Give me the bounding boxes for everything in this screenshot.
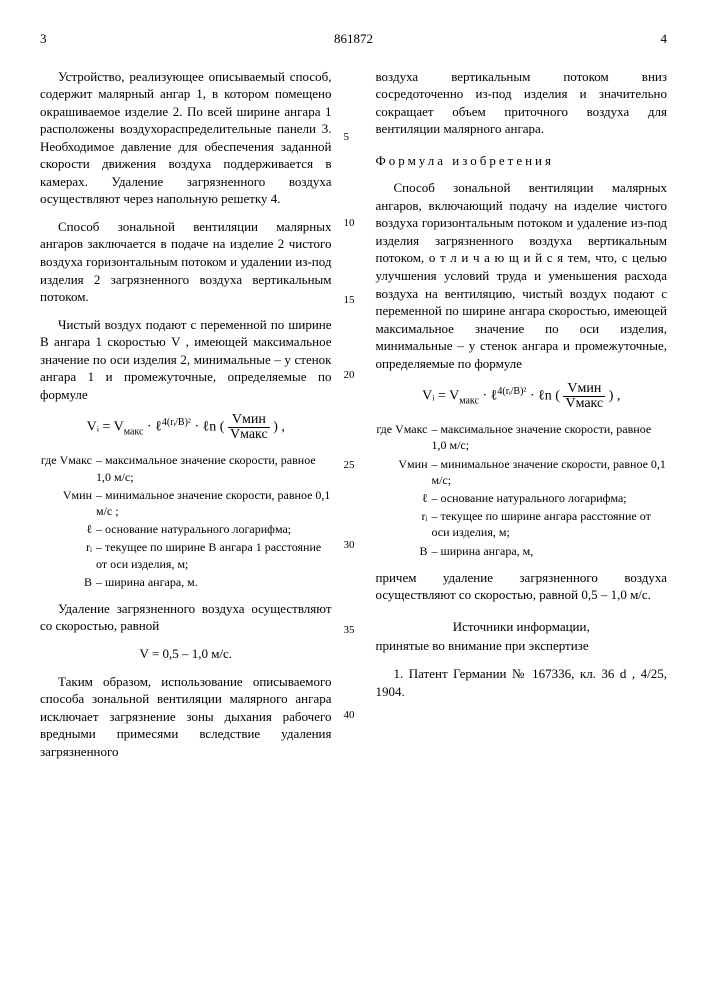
right-para-2: Способ зональной вентиляции малярных анг… <box>376 179 668 372</box>
claim-title: Формула изобретения <box>376 152 668 170</box>
left-para-3: Чистый воздух подают с переменной по шир… <box>40 316 332 404</box>
left-para-4: Удаление загрязненного воздуха осуществл… <box>40 600 332 635</box>
right-formula: Vᵢ = Vмакс · ℓ4(rᵢ/B)² · ℓn ( Vмин Vмакс… <box>376 382 668 411</box>
line-15: 15 <box>344 293 355 308</box>
left-column: Устройство, реализующее описываемый спос… <box>40 68 332 771</box>
left-para-1: Устройство, реализующее описываемый спос… <box>40 68 332 208</box>
page-num-right: 4 <box>661 30 668 48</box>
source-1: 1. Патент Германии № 167336, кл. 36 d , … <box>376 665 668 700</box>
line-20: 20 <box>344 368 355 383</box>
right-para-1: воздуха вертикальным потоком вниз сосред… <box>376 68 668 138</box>
left-para-5: Таким образом, использование описываемог… <box>40 673 332 761</box>
sources-subtitle: принятые во внимание при экспертизе <box>376 637 668 655</box>
page-header: 3 861872 4 <box>40 30 667 48</box>
line-35: 35 <box>344 623 355 638</box>
document-number: 861872 <box>47 30 661 48</box>
line-10: 10 <box>344 216 355 231</box>
line-5: 5 <box>344 130 350 145</box>
two-column-body: Устройство, реализующее описываемый спос… <box>40 68 667 771</box>
left-para-2: Способ зональной вентиляции малярных анг… <box>40 218 332 306</box>
line-25: 25 <box>344 458 355 473</box>
right-column: воздуха вертикальным потоком вниз сосред… <box>376 68 668 771</box>
left-where-list: где Vмакс – максимальное значение скорос… <box>40 452 332 590</box>
right-para-3: причем удаление загрязненного воздуха ос… <box>376 569 668 604</box>
sources-title: Источники информации, <box>376 618 668 636</box>
right-where-list: где Vмакс – максимальное значение скорос… <box>376 421 668 559</box>
left-formula: Vᵢ = Vмакс · ℓ4(rᵢ/B)² · ℓn ( Vмин Vмакс… <box>40 413 332 442</box>
line-40: 40 <box>344 708 355 723</box>
line-number-gutter: 5 10 15 20 25 30 35 40 <box>344 68 364 771</box>
left-velocity: V = 0,5 – 1,0 м/с. <box>40 645 332 663</box>
line-30: 30 <box>344 538 355 553</box>
